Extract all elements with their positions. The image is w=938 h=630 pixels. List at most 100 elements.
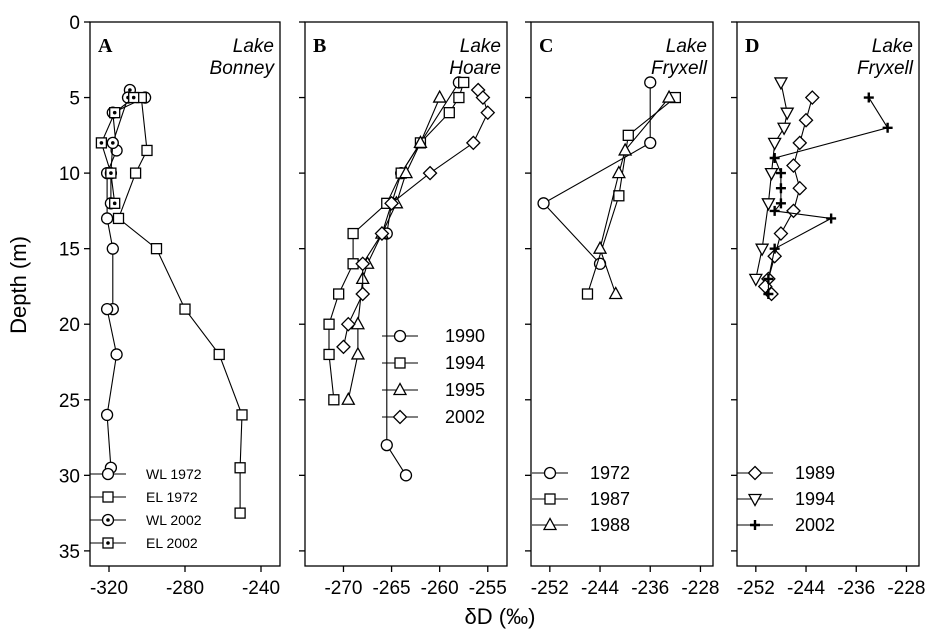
panel-a-series-wl-2002-point-dot bbox=[111, 141, 115, 145]
panel-b-series-2002-point bbox=[480, 105, 496, 121]
panel-d-series-2002-point bbox=[775, 198, 786, 209]
panel-c-series-1988-point bbox=[661, 89, 677, 103]
panel-a-x-tick-label: -320 bbox=[90, 578, 128, 599]
panel-d-series-1989-point bbox=[786, 203, 801, 219]
panel-b-series-1995-point bbox=[413, 135, 428, 149]
y-tick-label: 25 bbox=[59, 391, 80, 412]
panel-c-series-1988-point bbox=[592, 240, 608, 254]
panel-a-series-wl-1972-point bbox=[100, 408, 114, 422]
panel-d-title-line: Lake bbox=[872, 36, 913, 57]
panel-c-series-1972-point bbox=[644, 136, 657, 150]
panel-d-series-1989-point bbox=[767, 248, 783, 264]
panel-b-series-2002-line bbox=[342, 89, 489, 348]
panel-a-series-el-2002-point-dot bbox=[131, 95, 136, 100]
panel-a-legend-marker-dot bbox=[106, 541, 110, 545]
panel-b-legend-label: 1990 bbox=[445, 326, 485, 346]
panel-d-series-2002-point bbox=[882, 122, 893, 133]
panel-c-series-1972-point bbox=[644, 76, 657, 89]
panel-d-series-1994-point bbox=[780, 107, 795, 121]
panel-b-x-tick-label: -265 bbox=[373, 578, 411, 599]
panel-a-legend-label: WL 2002 bbox=[146, 512, 202, 528]
panel-c-series-1972-point bbox=[537, 197, 550, 210]
panel-b-series-1994-point bbox=[323, 318, 335, 330]
panel-b-series-1995-point bbox=[350, 346, 365, 360]
panel-d-series-1989-line bbox=[764, 97, 813, 295]
panel-b-series-2002-point bbox=[336, 339, 351, 355]
panel-c-title-line: Lake bbox=[666, 36, 707, 57]
panel-a-legend-label: EL 2002 bbox=[146, 535, 198, 551]
panel-d-series-1989-point bbox=[804, 90, 820, 105]
y-tick-label: 35 bbox=[59, 542, 80, 563]
panel-b-title-line: Lake bbox=[460, 36, 501, 57]
panel-c-x-tick-label: -244 bbox=[581, 578, 619, 599]
panel-d-series-2002-point bbox=[769, 205, 780, 216]
panel-b-series-1994-line bbox=[328, 82, 465, 400]
panel-a-legend-marker-dot bbox=[106, 518, 110, 522]
panel-d-series-1994-point bbox=[764, 167, 779, 181]
panel-c-legend-marker bbox=[543, 466, 557, 480]
panel-a-series-wl-1972-point bbox=[100, 212, 114, 225]
panel-d-series-1994-point bbox=[776, 122, 792, 136]
panel-c-series-1988 bbox=[592, 89, 677, 300]
panel-d-series-2002-point bbox=[763, 273, 774, 284]
panel-b-series-2002-point bbox=[355, 256, 371, 272]
panel-c-legend: 1972 1987 1988 bbox=[532, 463, 630, 535]
panel-b-legend-label: 2002 bbox=[445, 407, 485, 427]
panel-a-frame bbox=[89, 21, 281, 567]
panel-c-x-tick-label: -252 bbox=[531, 578, 569, 599]
panel-a-series-el-1972-point bbox=[129, 167, 142, 179]
panel-d-series-1994-point bbox=[748, 273, 763, 287]
panel-d-series-1989-point bbox=[792, 180, 808, 196]
panel-d-legend-marker bbox=[750, 520, 760, 530]
panel-a-series-wl-2002-point-dot bbox=[128, 88, 132, 92]
panel-b-legend-marker bbox=[393, 329, 407, 343]
panel-c-series-1987-point bbox=[622, 129, 634, 141]
panel-d-series-1989-point bbox=[786, 158, 801, 173]
panel-a-series-el-2002-point-dot bbox=[99, 141, 104, 145]
panel-c-legend-marker bbox=[544, 493, 556, 505]
y-tick-label: 10 bbox=[59, 164, 80, 185]
panel-b-title-line: Hoare bbox=[449, 58, 501, 79]
panel-b-series-1994-point bbox=[458, 76, 470, 89]
panel-c-series-1988-point bbox=[611, 165, 626, 179]
panel-b-series-1994-point bbox=[323, 348, 335, 361]
panel-d-letter: D bbox=[745, 35, 759, 57]
panel-c-series-1987 bbox=[581, 91, 681, 300]
panel-a-series-wl-1972-point bbox=[110, 348, 123, 361]
panel-a-series-el-1972 bbox=[112, 91, 248, 519]
panel-d-x-tick-label: -244 bbox=[787, 578, 825, 599]
panel-b-series-1994-point bbox=[443, 107, 455, 119]
panel-b-series-1995-point bbox=[432, 89, 447, 103]
panel-a-title-line: Lake bbox=[233, 36, 274, 57]
panel-d-series-1994-point bbox=[773, 77, 789, 91]
panel-c-series-1972-line bbox=[542, 82, 651, 265]
panel-b-series-1994-point bbox=[347, 227, 359, 240]
panel-a-series-el-1972-point bbox=[141, 144, 153, 157]
panel-d-series-2002-point bbox=[763, 289, 774, 299]
panel-a-series-el-2002-point-dot bbox=[112, 201, 117, 206]
panel-d-series-1989-point bbox=[792, 135, 808, 151]
panel-b-series-2002 bbox=[336, 82, 496, 355]
panel-b-series-1995 bbox=[341, 89, 447, 405]
panel-d-series-1994-point bbox=[761, 198, 776, 212]
panel-a-x-tick-label: -280 bbox=[166, 578, 204, 599]
panel-c-series-1988-line bbox=[599, 97, 670, 295]
panel-c-title-line: Fryxell bbox=[651, 58, 708, 79]
panel-d-series-2002-point bbox=[775, 183, 786, 194]
panel-d-series-1994-point bbox=[767, 137, 782, 151]
panel-a-series-el-2002-point-dot bbox=[109, 171, 113, 175]
panel-b-series-1994-point bbox=[328, 394, 340, 406]
panel-d-x-tick-label: -228 bbox=[887, 578, 925, 599]
panel-a-series-wl-1972-point bbox=[100, 302, 114, 316]
panel-b-series-2002-point bbox=[355, 286, 371, 302]
panel-d-series-1989 bbox=[757, 90, 820, 302]
y-tick-label: 5 bbox=[69, 89, 80, 110]
panel-b-series-2002-point bbox=[384, 195, 399, 211]
panel-d-series-1989-point bbox=[798, 112, 814, 128]
panel-d-legend-label: 2002 bbox=[795, 515, 835, 535]
panel-d-series-2002-point bbox=[863, 92, 874, 103]
panel-c-legend-label: 1988 bbox=[590, 515, 630, 535]
